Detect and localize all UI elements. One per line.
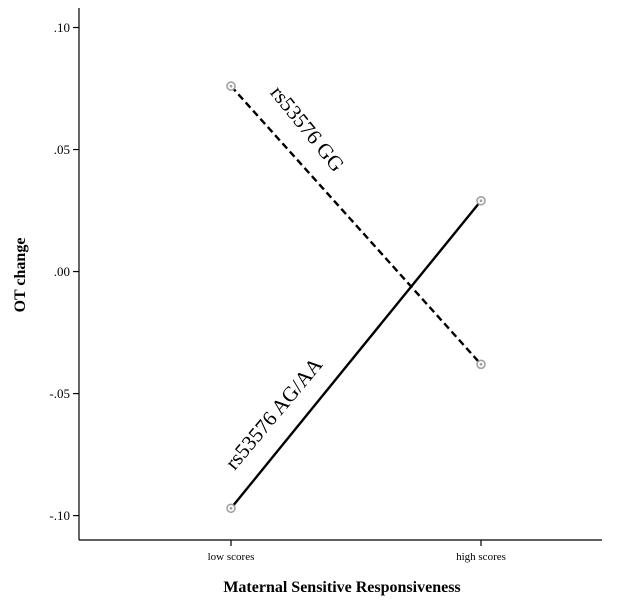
series-lines [230,85,482,510]
x-axis-title: Maternal Sensitive Responsiveness [223,579,460,596]
y-tick-label: .10 [54,20,70,35]
y-tick-label: .00 [54,264,70,279]
y-ticks: .10 .05 .00 -.05 -.10 [49,20,79,523]
plot-area: .10 .05 .00 -.05 -.10 low scores high scores [49,8,602,563]
y-axis-title: OT change [12,238,29,313]
y-tick-label: .05 [54,142,70,157]
series-label-gg: rs53576 GG [266,81,350,176]
data-point-marker-center [479,199,483,203]
data-point-marker-center [229,84,233,88]
y-tick-label: -.10 [49,508,70,523]
data-point-marker-center [229,506,233,510]
series-markers [226,81,486,514]
x-ticks: low scores high scores [208,540,506,563]
x-tick-label: high scores [456,551,506,563]
x-tick-label: low scores [208,551,255,563]
series-line-1 [230,200,482,510]
y-tick-label: -.05 [49,386,70,401]
series-line-0 [230,85,482,366]
data-point-marker-center [479,362,483,366]
